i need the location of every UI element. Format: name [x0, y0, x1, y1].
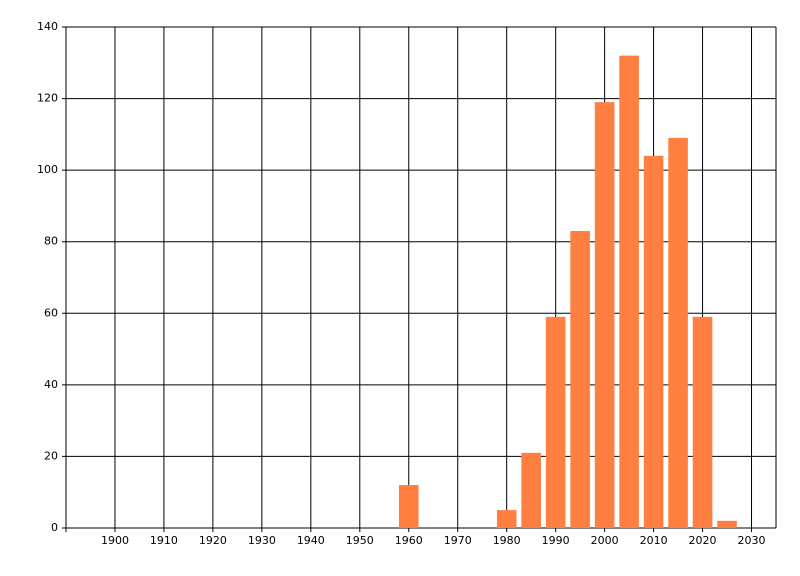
y-tick-label: 40 — [44, 378, 58, 391]
y-tick-label: 100 — [37, 163, 58, 176]
bar — [668, 137, 688, 528]
bar — [643, 155, 664, 529]
x-tick-label: 1910 — [150, 534, 178, 547]
x-tick-label: 2020 — [689, 534, 717, 547]
y-tick-label: 80 — [44, 235, 58, 248]
x-tick-label: 2030 — [738, 534, 766, 547]
x-tick-label: 1960 — [395, 534, 423, 547]
x-tick-label: 1990 — [542, 534, 570, 547]
bar — [521, 452, 541, 528]
y-tick-label: 60 — [44, 306, 58, 319]
x-tick-label: 1920 — [199, 534, 227, 547]
y-tick-label: 120 — [37, 92, 58, 105]
bar — [398, 485, 419, 528]
x-tick-label: 2010 — [640, 534, 668, 547]
bar — [496, 510, 517, 528]
x-tick-label: 1900 — [101, 534, 129, 547]
x-tick-label: 2000 — [591, 534, 619, 547]
bar — [717, 520, 737, 528]
x-tick-label: 1970 — [444, 534, 472, 547]
bar — [545, 316, 566, 528]
bar — [692, 316, 713, 528]
y-tick-label: 140 — [37, 20, 58, 33]
y-tick-label: 20 — [44, 449, 58, 462]
x-tick-label: 1940 — [297, 534, 325, 547]
bar — [619, 55, 639, 528]
x-tick-label: 1950 — [346, 534, 374, 547]
x-tick-label: 1980 — [493, 534, 521, 547]
y-tick-label: 0 — [51, 521, 58, 534]
bar — [570, 230, 590, 528]
bar — [594, 102, 615, 529]
x-tick-label: 1930 — [248, 534, 276, 547]
